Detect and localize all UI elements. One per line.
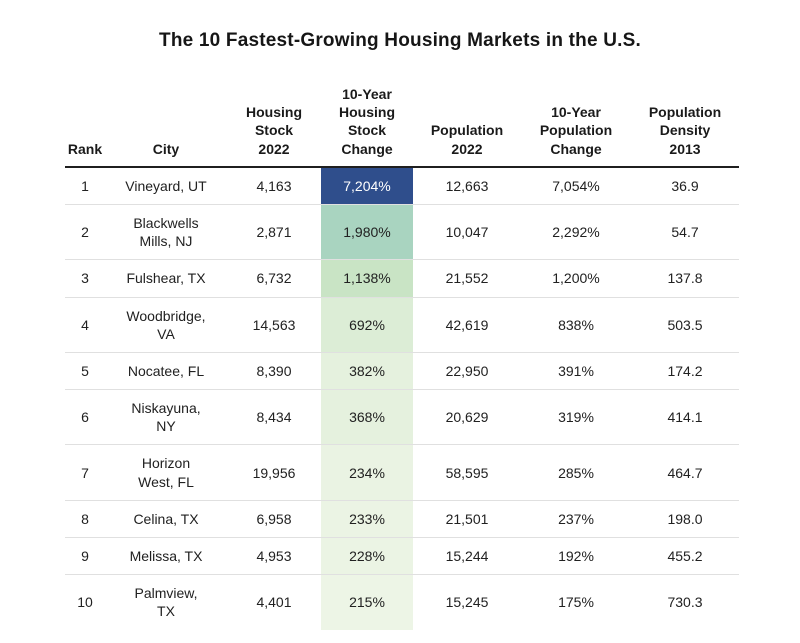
housing-markets-table: Rank City Housing Stock 2022 10-Year Hou…	[65, 85, 739, 630]
table-row: 3 Fulshear, TX 6,732 1,138% 21,552 1,200…	[65, 259, 739, 298]
population-cell: 21,501	[413, 500, 521, 539]
table-row: 9 Melissa, TX 4,953 228% 15,244 192% 455…	[65, 537, 739, 576]
rank-cell: 4	[65, 297, 105, 353]
housing-stock-cell: 14,563	[227, 297, 321, 353]
city-cell: Niskayuna, NY	[105, 389, 227, 446]
header-row: Rank City Housing Stock 2022 10-Year Hou…	[65, 85, 739, 168]
housing-stock-change-cell: 1,980%	[321, 204, 413, 261]
housing-stock-change-cell: 215%	[321, 574, 413, 630]
housing-stock-change-cell: 228%	[321, 537, 413, 576]
population-cell: 58,595	[413, 444, 521, 501]
rank-cell: 10	[77, 594, 93, 611]
population-density-cell: 137.8	[631, 259, 739, 298]
table-row: 7 Horizon West, FL 19,956 234% 58,595 28…	[65, 444, 739, 501]
table-row: 2 Blackwells Mills, NJ 2,871 1,980% 10,0…	[65, 204, 739, 261]
page-title: The 10 Fastest-Growing Housing Markets i…	[159, 30, 641, 51]
housing-stock-change-cell: 692%	[321, 297, 413, 353]
housing-stock-change-cell: 234%	[321, 444, 413, 501]
population-cell: 15,244	[413, 537, 521, 576]
table-row: 1 Vineyard, UT 4,163 7,204% 12,663 7,054…	[65, 166, 739, 205]
housing-stock-cell: 8,390	[227, 352, 321, 391]
population-cell: 15,245	[445, 594, 489, 611]
rank-cell: 2	[65, 204, 105, 261]
population-density-cell: 54.7	[631, 204, 739, 261]
population-cell: 12,663	[413, 166, 521, 205]
table-row: 4 Woodbridge, VA 14,563 692% 42,619 838%…	[65, 297, 739, 353]
table-row: 10 Palmview, TX 4,401 215% 15,245 175% 7…	[65, 574, 739, 630]
header-population-density: Population Density 2013	[631, 85, 739, 168]
header-population: Population 2022	[413, 85, 521, 168]
header-housing-stock-change: 10-Year Housing Stock Change	[321, 85, 413, 168]
housing-stock-cell: 2,871	[227, 204, 321, 261]
population-change-cell: 319%	[521, 389, 631, 446]
population-change-cell: 1,200%	[521, 259, 631, 298]
housing-stock-change-cell: 7,204%	[321, 166, 413, 205]
city-cell: Nocatee, FL	[105, 352, 227, 391]
city-cell: Woodbridge, VA	[105, 297, 227, 353]
rank-cell: 6	[65, 389, 105, 446]
city-cell: Melissa, TX	[105, 537, 227, 576]
rank-cell: 7	[65, 444, 105, 501]
city-cell: Fulshear, TX	[105, 259, 227, 298]
housing-stock-change-cell: 368%	[321, 389, 413, 446]
population-cell: 42,619	[413, 297, 521, 353]
population-change-cell: 2,292%	[521, 204, 631, 261]
population-cell: 21,552	[413, 259, 521, 298]
table-row: 8 Celina, TX 6,958 233% 21,501 237% 198.…	[65, 500, 739, 539]
table-row: 5 Nocatee, FL 8,390 382% 22,950 391% 174…	[65, 352, 739, 391]
header-city: City	[105, 85, 227, 168]
population-cell: 22,950	[413, 352, 521, 391]
header-housing-stock: Housing Stock 2022	[227, 85, 321, 168]
housing-stock-cell: 4,163	[227, 166, 321, 205]
rank-cell: 9	[65, 537, 105, 576]
rank-cell: 1	[65, 166, 105, 205]
population-density-cell: 174.2	[631, 352, 739, 391]
table-row: 6 Niskayuna, NY 8,434 368% 20,629 319% 4…	[65, 389, 739, 446]
housing-stock-cell: 6,732	[227, 259, 321, 298]
city-cell: Horizon West, FL	[105, 444, 227, 501]
table-header: Rank City Housing Stock 2022 10-Year Hou…	[65, 85, 739, 168]
population-change-cell: 838%	[521, 297, 631, 353]
population-density-cell: 503.5	[631, 297, 739, 353]
housing-stock-cell: 4,953	[227, 537, 321, 576]
housing-stock-change-cell: 233%	[321, 500, 413, 539]
city-cell: Vineyard, UT	[105, 166, 227, 205]
population-change-cell: 192%	[521, 537, 631, 576]
population-cell: 20,629	[413, 389, 521, 446]
table-body: 1 Vineyard, UT 4,163 7,204% 12,663 7,054…	[65, 166, 739, 630]
header-population-change: 10-Year Population Change	[521, 85, 631, 168]
city-cell: Palmview, TX	[134, 585, 198, 620]
population-change-cell: 175%	[558, 594, 594, 611]
population-change-cell: 7,054%	[521, 166, 631, 205]
header-rank: Rank	[65, 85, 105, 168]
housing-stock-change-cell: 1,138%	[321, 259, 413, 298]
population-change-cell: 391%	[521, 352, 631, 391]
population-change-cell: 285%	[521, 444, 631, 501]
population-density-cell: 464.7	[631, 444, 739, 501]
city-cell: Celina, TX	[105, 500, 227, 539]
housing-stock-change-cell: 382%	[321, 352, 413, 391]
rank-cell: 8	[65, 500, 105, 539]
population-change-cell: 237%	[521, 500, 631, 539]
housing-stock-cell: 19,956	[227, 444, 321, 501]
city-cell: Blackwells Mills, NJ	[105, 204, 227, 261]
housing-stock-cell: 6,958	[227, 500, 321, 539]
rank-cell: 3	[65, 259, 105, 298]
housing-stock-cell: 8,434	[227, 389, 321, 446]
population-density-cell: 730.3	[667, 594, 703, 611]
population-density-cell: 36.9	[631, 166, 739, 205]
population-density-cell: 455.2	[631, 537, 739, 576]
population-density-cell: 414.1	[631, 389, 739, 446]
population-cell: 10,047	[413, 204, 521, 261]
housing-stock-cell: 4,401	[256, 594, 292, 611]
population-density-cell: 198.0	[631, 500, 739, 539]
rank-cell: 5	[65, 352, 105, 391]
